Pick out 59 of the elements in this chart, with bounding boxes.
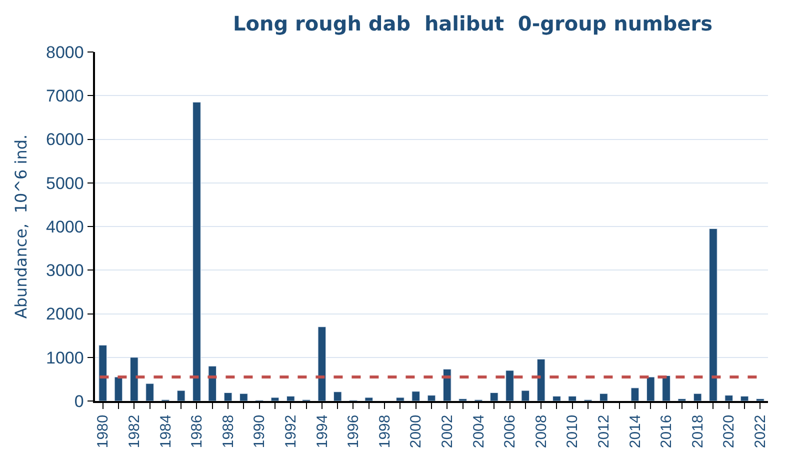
y-tick-label: 3000 <box>46 261 84 280</box>
bar <box>176 390 186 401</box>
x-tick-label: 2016 <box>658 414 676 448</box>
x-tick-label: 1986 <box>188 414 206 448</box>
x-tick-label: 1988 <box>220 414 237 448</box>
x-tick-label: 2006 <box>502 414 519 448</box>
bar <box>114 376 123 401</box>
bar <box>662 375 670 401</box>
x-tick-label: 2010 <box>564 414 582 448</box>
x-tick-label: 1984 <box>157 414 174 448</box>
x-tick-label: 2014 <box>626 414 644 448</box>
bar <box>240 393 248 401</box>
bar <box>412 391 420 401</box>
y-tick-label: 8000 <box>46 42 84 62</box>
x-tick-label: 2008 <box>532 414 550 448</box>
bar <box>224 392 232 401</box>
y-tick-label: 4000 <box>46 217 84 236</box>
x-tick-label: 1996 <box>345 414 362 448</box>
y-tick-label: 6000 <box>46 130 84 150</box>
bar <box>521 390 530 401</box>
bar <box>740 396 749 401</box>
bar <box>270 397 280 401</box>
bar <box>490 392 498 401</box>
bar <box>396 397 404 401</box>
x-tick-label: 1992 <box>282 414 300 448</box>
y-tick-label: 1000 <box>46 348 84 368</box>
bar <box>568 396 577 401</box>
x-tick-label: 2004 <box>470 414 488 448</box>
bar <box>286 396 295 401</box>
y-tick-label: 5000 <box>46 174 84 193</box>
y-tick-label: 7000 <box>46 86 84 106</box>
x-tick-label: 1980 <box>94 414 112 448</box>
bar <box>442 368 452 401</box>
x-tick-label: 1998 <box>376 414 394 448</box>
bar <box>646 376 655 401</box>
bar <box>506 370 514 401</box>
bar <box>333 392 342 401</box>
x-tick-label: 2022 <box>752 414 770 448</box>
x-tick-label: 2012 <box>596 414 613 448</box>
x-tick-label: 1994 <box>314 414 331 448</box>
y-tick-label: 2000 <box>46 304 84 324</box>
bar <box>693 393 702 401</box>
bar <box>364 397 374 401</box>
bar <box>552 396 561 401</box>
x-tick-label: 2018 <box>689 414 706 448</box>
bar <box>146 383 154 401</box>
x-tick-label: 1982 <box>126 414 144 448</box>
bar <box>427 395 436 401</box>
bar <box>208 366 217 401</box>
chart-title: Long rough dab halibut 0-group numbers <box>233 11 713 36</box>
x-tick-label: 2020 <box>720 414 738 448</box>
x-tick-label: 2000 <box>408 414 425 448</box>
bar <box>600 393 608 401</box>
x-tick-label: 1990 <box>251 414 268 448</box>
y-axis-title: Abundance, 10^6 ind. <box>11 134 30 319</box>
x-tick-label: 2002 <box>439 414 456 448</box>
y-tick-label: 0 <box>74 392 84 411</box>
bar <box>724 395 734 401</box>
bar <box>630 388 640 401</box>
